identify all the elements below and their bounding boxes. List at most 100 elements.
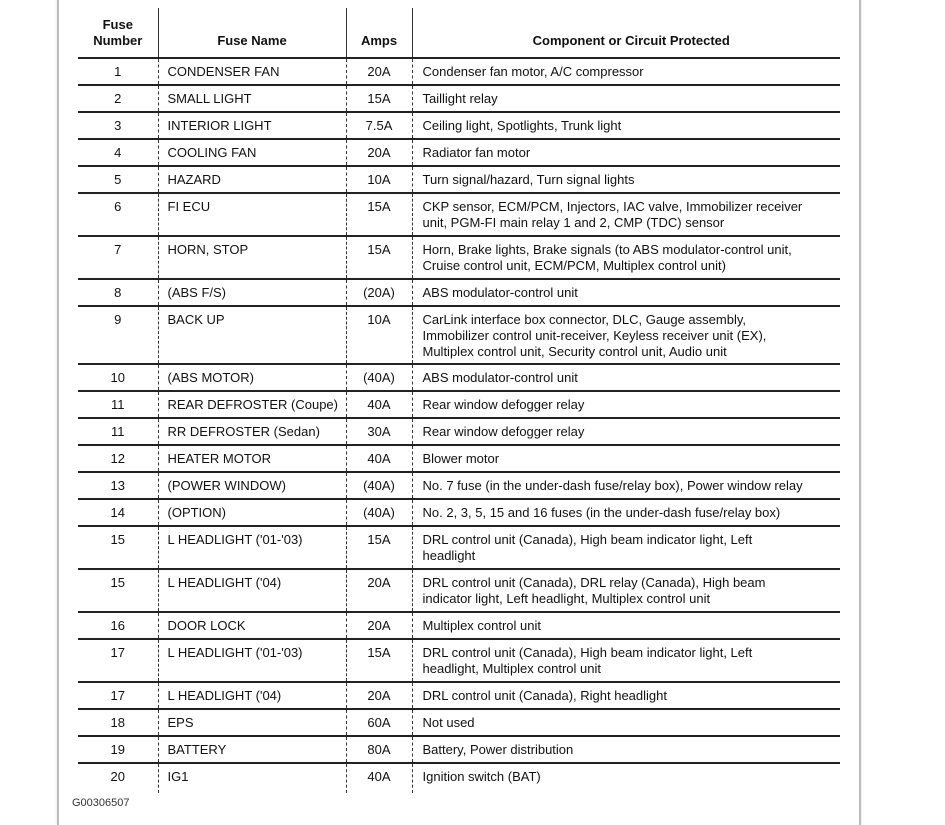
component-line: No. 2, 3, 5, 15 and 16 fuses (in the und…	[422, 505, 781, 520]
component-protected: Rear window defogger relay	[411, 390, 840, 418]
fuse-amps: 20A	[345, 611, 412, 639]
fuse-name: HORN, STOP	[157, 235, 346, 279]
component-line: CarLink interface box connector, DLC, Ga…	[422, 312, 746, 327]
fuse-name: COOLING FAN	[157, 138, 346, 166]
fuse-number: 1	[78, 57, 158, 85]
component-protected: Ceiling light, Spotlights, Trunk light	[411, 111, 840, 139]
fuse-name: RR DEFROSTER (Sedan)	[157, 417, 346, 445]
table-row: 1 CONDENSER FAN 20A Condenser fan motor, A/…	[78, 57, 840, 85]
table-row: 18 EPS 60A Not used	[78, 708, 840, 736]
fuse-name: (POWER WINDOW)	[157, 471, 346, 499]
component-line: Not used	[422, 715, 475, 730]
component-line: DRL control unit (Canada), High beam ind…	[422, 645, 753, 660]
component-protected: Horn, Brake lights, Brake signals (to AB…	[411, 235, 840, 279]
table-row: 9 BACK UP 10A CarLink interface box connect…	[78, 305, 840, 364]
component-line: CKP sensor, ECM/PCM, Injectors, IAC valv…	[422, 199, 803, 214]
fuse-table: Fuse Number Fuse Name Amps Component or C…	[78, 8, 840, 793]
fuse-name: HEATER MOTOR	[157, 444, 346, 472]
fuse-amps: 20A	[345, 681, 412, 709]
component-protected: Multiplex control unit	[411, 611, 840, 639]
component-protected: Not used	[411, 708, 840, 736]
fuse-amps: (20A)	[345, 278, 412, 306]
component-line: headlight	[422, 548, 476, 563]
fuse-amps: 10A	[345, 165, 412, 193]
table-row: 16 DOOR LOCK 20A Multiplex control unit	[78, 611, 840, 639]
table-row: 3 INTERIOR LIGHT 7.5A Ceiling light, Spotli…	[78, 111, 840, 139]
fuse-number: 5	[78, 165, 158, 193]
table-row: 10 (ABS MOTOR) (40A) ABS modulator-control …	[78, 363, 840, 391]
document-page	[57, 0, 861, 825]
component-line: unit, PGM-FI main relay 1 and 2, CMP (TD…	[422, 215, 725, 230]
component-line: Immobilizer control unit-receiver, Keyle…	[422, 328, 767, 343]
table-row: 13 (POWER WINDOW) (40A) No. 7 fuse (in the …	[78, 471, 840, 499]
fuse-number: 11	[78, 417, 158, 445]
fuse-amps: 80A	[345, 735, 412, 763]
fuse-number: 2	[78, 84, 158, 112]
fuse-amps: 15A	[345, 84, 412, 112]
component-line: Taillight relay	[422, 91, 498, 106]
fuse-amps: 40A	[345, 444, 412, 472]
component-protected: No. 2, 3, 5, 15 and 16 fuses (in the und…	[411, 498, 840, 526]
table-row: 17 L HEADLIGHT ('04) 20A DRL control unit (…	[78, 681, 840, 709]
fuse-name: REAR DEFROSTER (Coupe)	[157, 390, 346, 418]
component-protected: ABS modulator-control unit	[411, 363, 840, 391]
component-line: DRL control unit (Canada), High beam ind…	[422, 532, 753, 547]
component-protected: Battery, Power distribution	[411, 735, 840, 763]
table-row: 4 COOLING FAN 20A Radiator fan motor	[78, 138, 840, 166]
table-row: 19 BATTERY 80A Battery, Power distribution	[78, 735, 840, 763]
fuse-number: 16	[78, 611, 158, 639]
fuse-amps: 20A	[345, 568, 412, 612]
fuse-name: IG1	[157, 762, 346, 793]
component-protected: DRL control unit (Canada), DRL relay (Ca…	[411, 568, 840, 612]
fuse-name: CONDENSER FAN	[157, 57, 346, 85]
component-line: No. 7 fuse (in the under-dash fuse/relay…	[422, 478, 803, 493]
fuse-amps: 7.5A	[345, 111, 412, 139]
table-row: 12 HEATER MOTOR 40A Blower motor	[78, 444, 840, 472]
header-component: Component or Circuit Protected	[411, 8, 840, 58]
component-protected: CarLink interface box connector, DLC, Ga…	[411, 305, 840, 364]
fuse-number: 14	[78, 498, 158, 526]
fuse-name: EPS	[157, 708, 346, 736]
fuse-number: 19	[78, 735, 158, 763]
table-row: 11 RR DEFROSTER (Sedan) 30A Rear window def…	[78, 417, 840, 445]
fuse-number: 7	[78, 235, 158, 279]
fuse-amps: 10A	[345, 305, 412, 364]
fuse-name: L HEADLIGHT ('01-'03)	[157, 638, 346, 682]
component-protected: DRL control unit (Canada), High beam ind…	[411, 638, 840, 682]
fuse-number: 3	[78, 111, 158, 139]
component-line: Horn, Brake lights, Brake signals (to AB…	[422, 242, 792, 257]
fuse-name: HAZARD	[157, 165, 346, 193]
fuse-name: L HEADLIGHT ('04)	[157, 681, 346, 709]
fuse-name: (OPTION)	[157, 498, 346, 526]
component-line: Condenser fan motor, A/C compressor	[422, 64, 644, 79]
fuse-number: 15	[78, 525, 158, 569]
table-row: 15 L HEADLIGHT ('01-'03) 15A DRL control un…	[78, 525, 840, 569]
fuse-number: 13	[78, 471, 158, 499]
header-line: Fuse	[102, 17, 133, 32]
fuse-number: 6	[78, 192, 158, 236]
component-protected: DRL control unit (Canada), Right headlig…	[411, 681, 840, 709]
table-row: 7 HORN, STOP 15A Horn, Brake lights, Brake …	[78, 235, 840, 279]
fuse-amps: 40A	[345, 762, 412, 793]
fuse-amps: 20A	[345, 57, 412, 85]
component-line: Cruise control unit, ECM/PCM, Multiplex …	[422, 258, 726, 273]
fuse-number: 15	[78, 568, 158, 612]
fuse-amps: 15A	[345, 192, 412, 236]
component-protected: No. 7 fuse (in the under-dash fuse/relay…	[411, 471, 840, 499]
component-line: Ceiling light, Spotlights, Trunk light	[422, 118, 622, 133]
component-line: Blower motor	[422, 451, 500, 466]
component-line: Multiplex control unit	[422, 618, 542, 633]
fuse-name: FI ECU	[157, 192, 346, 236]
fuse-number: 12	[78, 444, 158, 472]
component-line: headlight, Multiplex control unit	[422, 661, 602, 676]
fuse-number: 4	[78, 138, 158, 166]
fuse-amps: (40A)	[345, 471, 412, 499]
component-protected: CKP sensor, ECM/PCM, Injectors, IAC valv…	[411, 192, 840, 236]
component-line: DRL control unit (Canada), DRL relay (Ca…	[422, 575, 766, 590]
fuse-number: 17	[78, 681, 158, 709]
fuse-number: 20	[78, 762, 158, 793]
component-line: Multiplex control unit, Security control…	[422, 344, 727, 359]
fuse-name: L HEADLIGHT ('04)	[157, 568, 346, 612]
fuse-name: INTERIOR LIGHT	[157, 111, 346, 139]
header-fuse-number: Fuse Number	[78, 8, 158, 58]
